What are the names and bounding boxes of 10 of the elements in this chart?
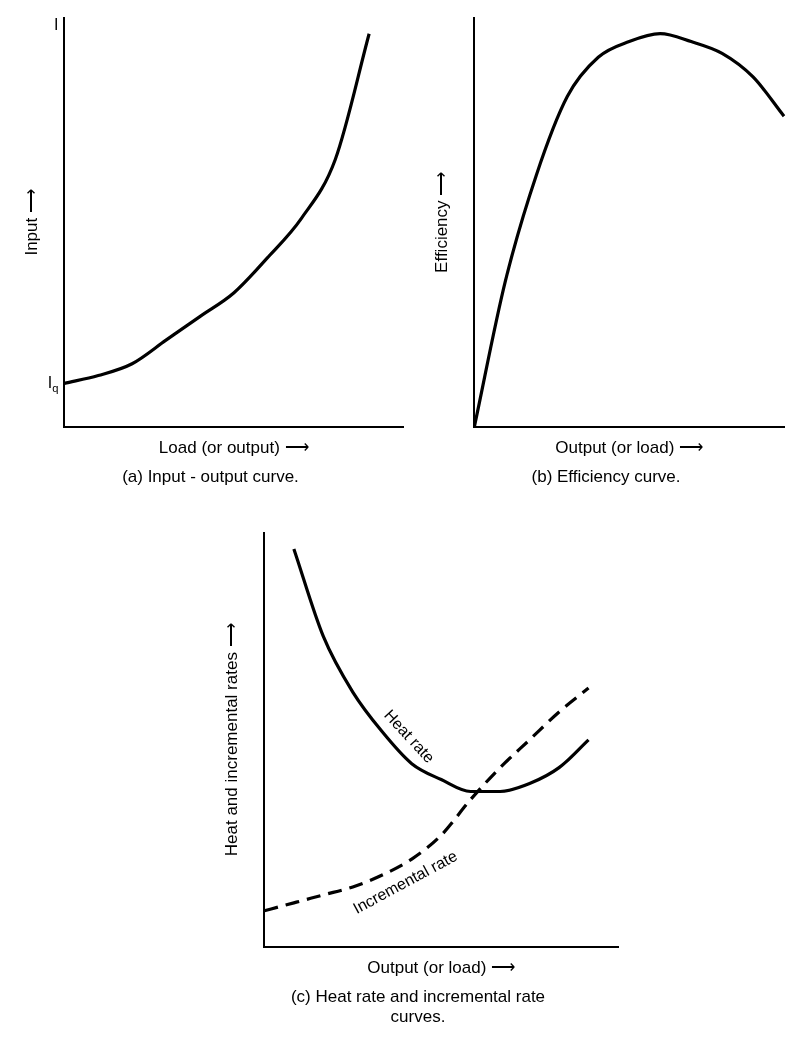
x-axis-title: Output (or load) ⟶	[367, 958, 516, 978]
text: I	[53, 16, 59, 34]
text: (c) Heat rate and incremental rate curves.	[289, 987, 547, 1027]
y-axis-title: Efficiency ⟶	[431, 171, 451, 273]
x-axis-title: Output (or load) ⟶	[555, 438, 704, 458]
y-axis-title: Heat and incremental rates ⟶	[221, 623, 241, 857]
x-axis-title: Load (or output) ⟶	[158, 438, 309, 458]
text: (a) Input - output curve.	[121, 467, 300, 487]
y-axis-title: Input ⟶	[21, 189, 41, 256]
text: (b) Efficiency curve.	[530, 467, 682, 487]
